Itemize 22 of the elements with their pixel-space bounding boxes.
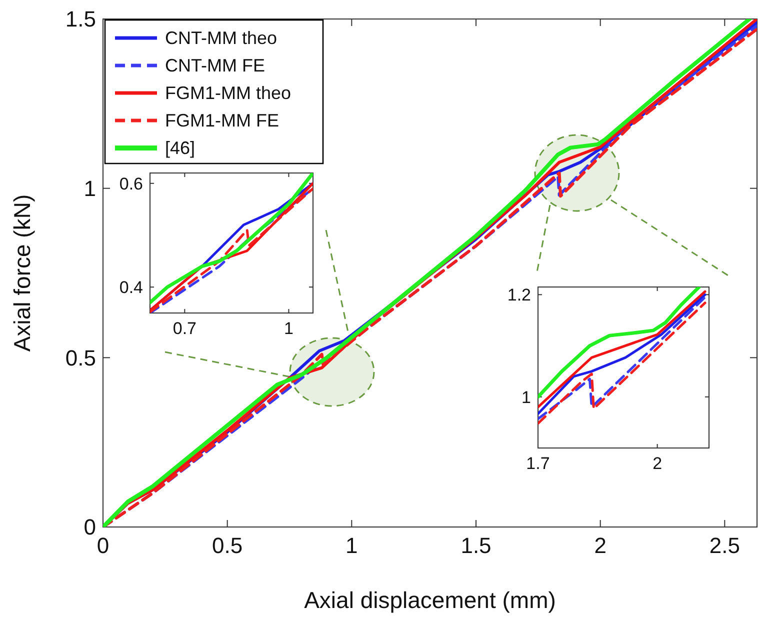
x-tick-label: 2 (594, 533, 606, 558)
y-tick-label: 1 (84, 176, 96, 202)
legend-label: FGM1-MM theo (165, 83, 292, 103)
y-tick-label: 0.5 (65, 345, 96, 370)
x-tick-label: 0.7 (172, 319, 196, 338)
x-axis-title: Axial displacement (mm) (304, 587, 556, 613)
x-tick-label: 1 (346, 533, 358, 558)
legend-label: [46] (165, 138, 196, 158)
legend-label: CNT-MM theo (165, 28, 278, 48)
y-tick-label: 1.5 (65, 6, 96, 32)
y-tick-label: 0.4 (119, 278, 143, 298)
x-tick-label: 2.5 (709, 533, 740, 558)
y-tick-label: 0 (84, 514, 96, 540)
x-tick-label: 2 (652, 454, 662, 473)
legend-label: FGM1-MM FE (165, 110, 279, 130)
y-axis-title: Axial force (kN) (9, 194, 35, 352)
x-tick-label: 1.5 (460, 533, 492, 558)
legend-label: CNT-MM FE (165, 56, 265, 76)
x-tick-label: 1.7 (526, 454, 550, 473)
y-tick-label: 1.2 (507, 286, 531, 305)
y-tick-label: 0.6 (119, 174, 143, 194)
x-tick-label: 0.5 (212, 533, 243, 558)
